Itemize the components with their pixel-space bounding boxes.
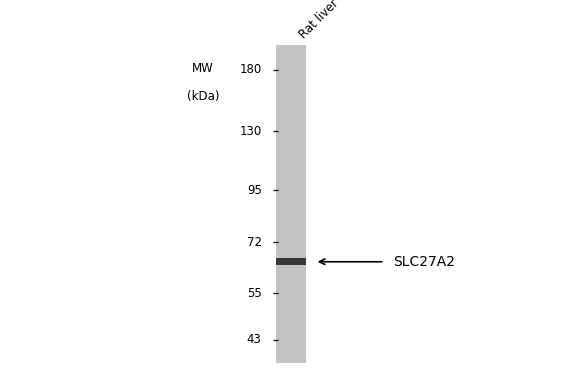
Text: 180: 180 xyxy=(239,64,262,76)
Text: (kDa): (kDa) xyxy=(187,90,219,103)
Text: SLC27A2: SLC27A2 xyxy=(393,255,455,269)
Text: 72: 72 xyxy=(247,236,262,249)
Text: 43: 43 xyxy=(247,333,262,346)
Text: MW: MW xyxy=(192,62,214,75)
FancyBboxPatch shape xyxy=(276,45,306,363)
Text: 95: 95 xyxy=(247,184,262,197)
Text: 130: 130 xyxy=(239,125,262,138)
Text: Rat liver: Rat liver xyxy=(297,0,341,41)
Text: 55: 55 xyxy=(247,287,262,300)
Bar xyxy=(276,259,306,265)
